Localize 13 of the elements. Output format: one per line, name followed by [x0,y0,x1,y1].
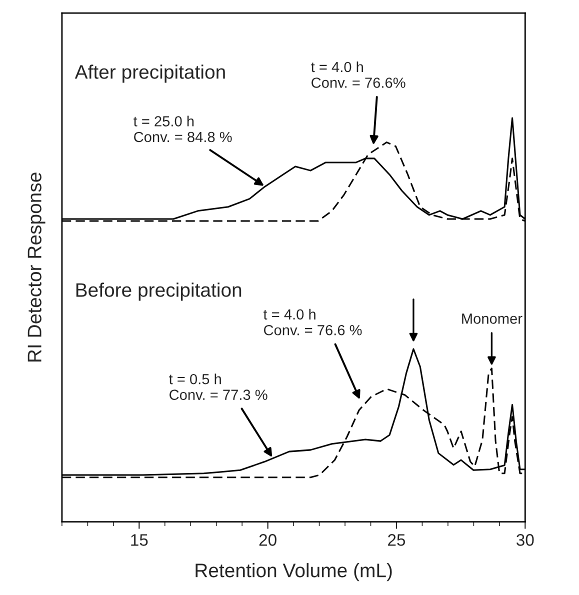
x-axis-title: Retention Volume (mL) [196,563,392,582]
text: After precipitation [74,64,225,83]
x-tick-label: 30 [516,534,534,546]
annotation: t = 25.0 h Conv. = 84.8 % [134,116,232,142]
annotation: t = 4.0 h Conv. = 76.6% [311,61,406,88]
annotation: Before precipitation [76,282,242,301]
y-axis-title: RI Detector Response [28,172,46,362]
x-tick-label: 25 [388,534,406,546]
x-tick-label: 20 [259,534,276,546]
annotation: Monomer [462,314,522,324]
x-tick-label: 15 [131,534,148,546]
annotation: t = 4.0 h Conv. = 76.6 % [263,308,362,336]
annotation: t = 0.5 h Conv. = 77.3 % [169,374,268,400]
